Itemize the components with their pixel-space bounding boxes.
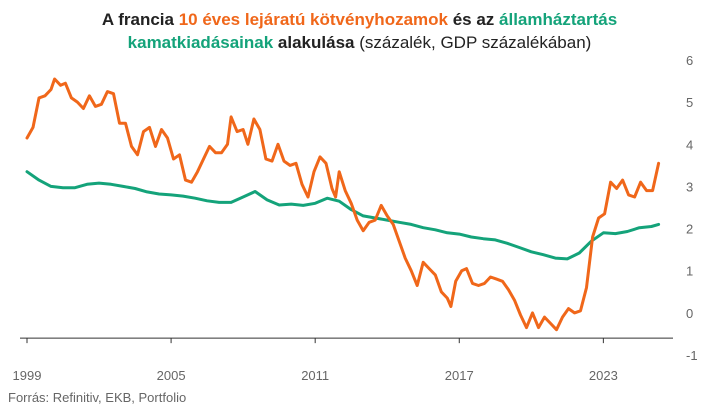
source-note: Forrás: Refinitiv, EKB, Portfolio: [8, 390, 187, 405]
x-axis: 1999 2005 2011 2017 2023: [13, 338, 618, 383]
y-axis: 6 5 4 3 2 1 0 -1: [686, 53, 698, 363]
y-tick-label: 0: [686, 306, 693, 321]
y-tick-label: 2: [686, 222, 693, 237]
series-group: [25, 77, 661, 332]
x-tick-label: 2005: [157, 368, 186, 383]
x-tick-label: 2017: [445, 368, 474, 383]
title-part-3: és az: [447, 10, 500, 29]
title-part-1: A francia: [101, 10, 179, 29]
y-tick-label: 3: [686, 179, 693, 194]
bond-yield-line: [25, 77, 661, 332]
x-tick-label: 1999: [13, 368, 42, 383]
y-tick-label: 6: [686, 53, 693, 68]
title-interest-series-b: kamatkiadásainak: [127, 33, 274, 52]
x-tick-label: 2023: [589, 368, 618, 383]
x-tick-label: 2011: [301, 368, 329, 383]
title-unit: (százalék, GDP százalékában): [354, 33, 592, 52]
title-bond-series: 10 éves lejáratú kötvényhozamok: [178, 10, 448, 29]
y-tick-label: 4: [686, 137, 693, 152]
chart-title: A francia 10 éves lejáratú kötvényhozamo…: [0, 8, 719, 54]
interest-expense-line: [25, 170, 661, 261]
y-tick-label: 1: [686, 264, 693, 279]
y-tick-label: 5: [686, 95, 693, 110]
title-interest-series-a: államháztartás: [499, 10, 618, 29]
title-part-6: alakulása: [273, 33, 355, 52]
y-tick-label: -1: [686, 348, 698, 363]
